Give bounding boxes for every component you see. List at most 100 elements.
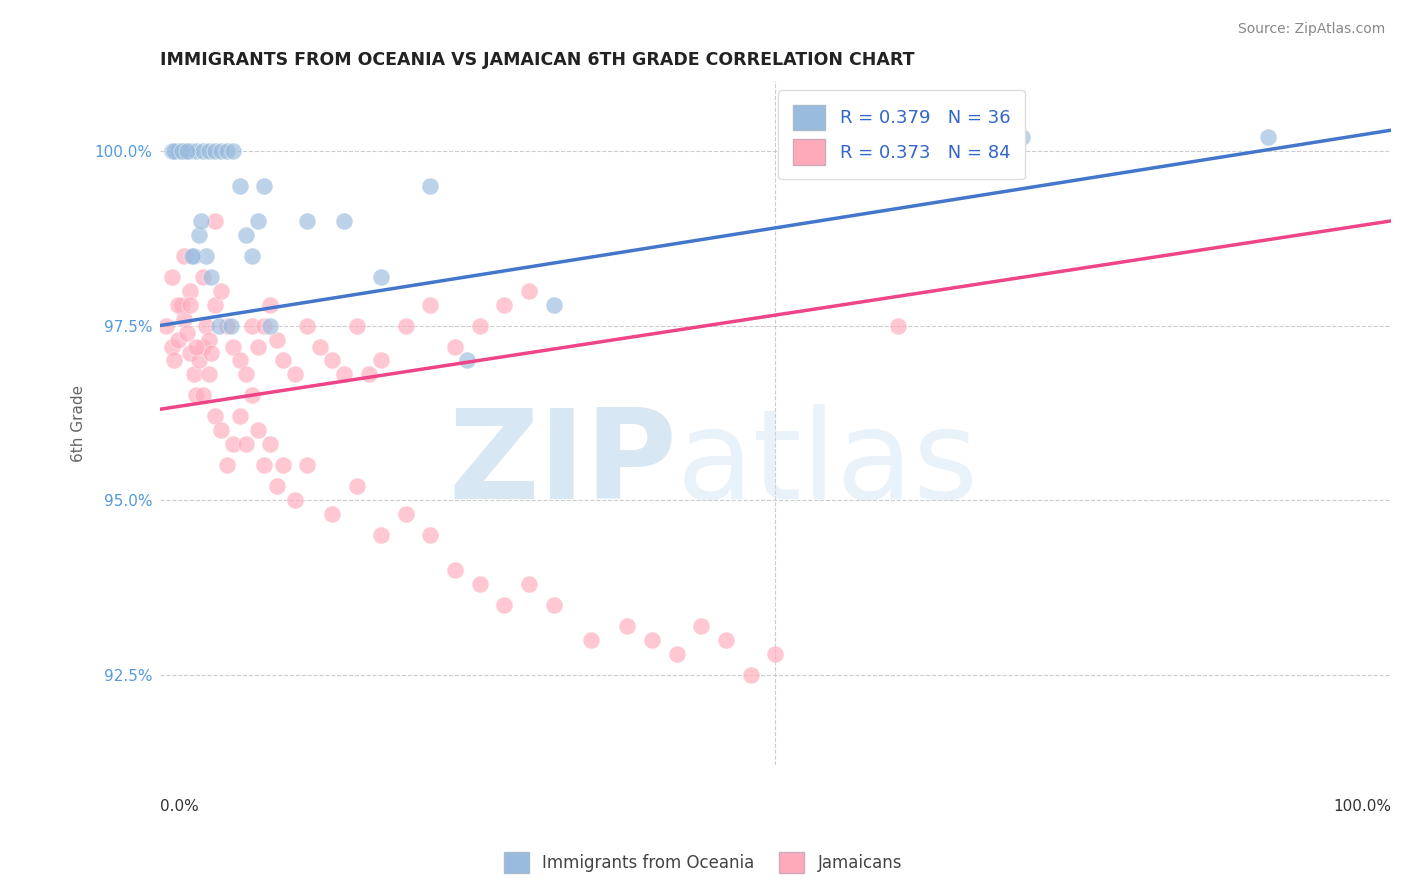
Point (228, 353, 250, 368)
Text: 0.0%: 0.0% (159, 799, 198, 814)
Point (228, 409, 250, 424)
Point (180, 249, 202, 263)
Point (186, 388, 208, 402)
Point (200, 346, 222, 360)
Point (191, 144, 214, 158)
Point (763, 647, 786, 661)
Point (665, 647, 688, 661)
Point (357, 368, 380, 382)
Point (190, 214, 212, 228)
Point (259, 298, 281, 312)
Point (240, 249, 263, 263)
Point (494, 298, 516, 312)
Point (579, 632, 602, 647)
Point (253, 458, 276, 472)
Point (173, 249, 195, 263)
Point (370, 353, 392, 368)
Point (259, 437, 281, 451)
Point (222, 339, 245, 353)
Point (183, 249, 205, 263)
Point (187, 353, 209, 368)
Point (235, 368, 257, 382)
Point (200, 269, 222, 284)
Point (444, 339, 467, 353)
Point (191, 339, 214, 353)
Point (468, 576, 491, 591)
Point (616, 618, 638, 632)
Point (297, 458, 319, 472)
Point (1257, 130, 1279, 145)
Text: 100.0%: 100.0% (1333, 799, 1391, 814)
Point (155, 318, 177, 333)
Point (543, 298, 565, 312)
Point (419, 298, 441, 312)
Point (228, 179, 250, 194)
Point (217, 318, 239, 333)
Point (222, 144, 245, 158)
Point (204, 409, 226, 424)
Point (370, 269, 392, 284)
Point (271, 353, 294, 368)
Point (167, 144, 190, 158)
Point (179, 298, 201, 312)
Point (271, 458, 294, 472)
Point (235, 227, 257, 242)
Point (191, 388, 214, 402)
Point (284, 368, 307, 382)
Point (346, 479, 368, 493)
Point (183, 368, 205, 382)
Point (204, 214, 226, 228)
Point (266, 479, 288, 493)
Point (641, 632, 664, 647)
Point (179, 144, 201, 158)
Point (419, 528, 441, 542)
Point (517, 284, 540, 298)
Point (456, 353, 478, 368)
Point (494, 598, 516, 612)
Point (217, 144, 239, 158)
Text: Source: ZipAtlas.com: Source: ZipAtlas.com (1237, 22, 1385, 37)
Point (217, 458, 239, 472)
Point (179, 284, 201, 298)
Point (187, 227, 209, 242)
Point (419, 179, 441, 194)
Point (173, 311, 195, 326)
Point (179, 346, 201, 360)
Point (163, 144, 186, 158)
Point (222, 437, 245, 451)
Point (197, 144, 219, 158)
Point (247, 423, 270, 437)
Point (297, 214, 319, 228)
Point (1011, 130, 1033, 145)
Y-axis label: 6th Grade: 6th Grade (72, 384, 86, 462)
Point (167, 333, 190, 347)
Point (297, 318, 319, 333)
Point (170, 144, 193, 158)
Point (321, 507, 343, 521)
Point (160, 144, 183, 158)
Point (247, 339, 270, 353)
Point (186, 339, 208, 353)
Point (204, 144, 226, 158)
Point (209, 284, 232, 298)
Point (160, 339, 183, 353)
Point (176, 144, 198, 158)
Point (235, 437, 257, 451)
Point (253, 318, 276, 333)
Point (253, 179, 276, 194)
Point (395, 318, 418, 333)
Point (219, 318, 242, 333)
Point (191, 269, 214, 284)
Point (517, 576, 540, 591)
Point (167, 298, 190, 312)
Point (176, 326, 198, 340)
Point (333, 368, 356, 382)
Point (204, 298, 226, 312)
Legend: R = 0.379   N = 36, R = 0.373   N = 84: R = 0.379 N = 36, R = 0.373 N = 84 (779, 90, 1025, 179)
Point (740, 667, 762, 681)
Point (195, 318, 218, 333)
Point (197, 333, 219, 347)
Point (173, 144, 195, 158)
Point (690, 618, 713, 632)
Point (197, 368, 219, 382)
